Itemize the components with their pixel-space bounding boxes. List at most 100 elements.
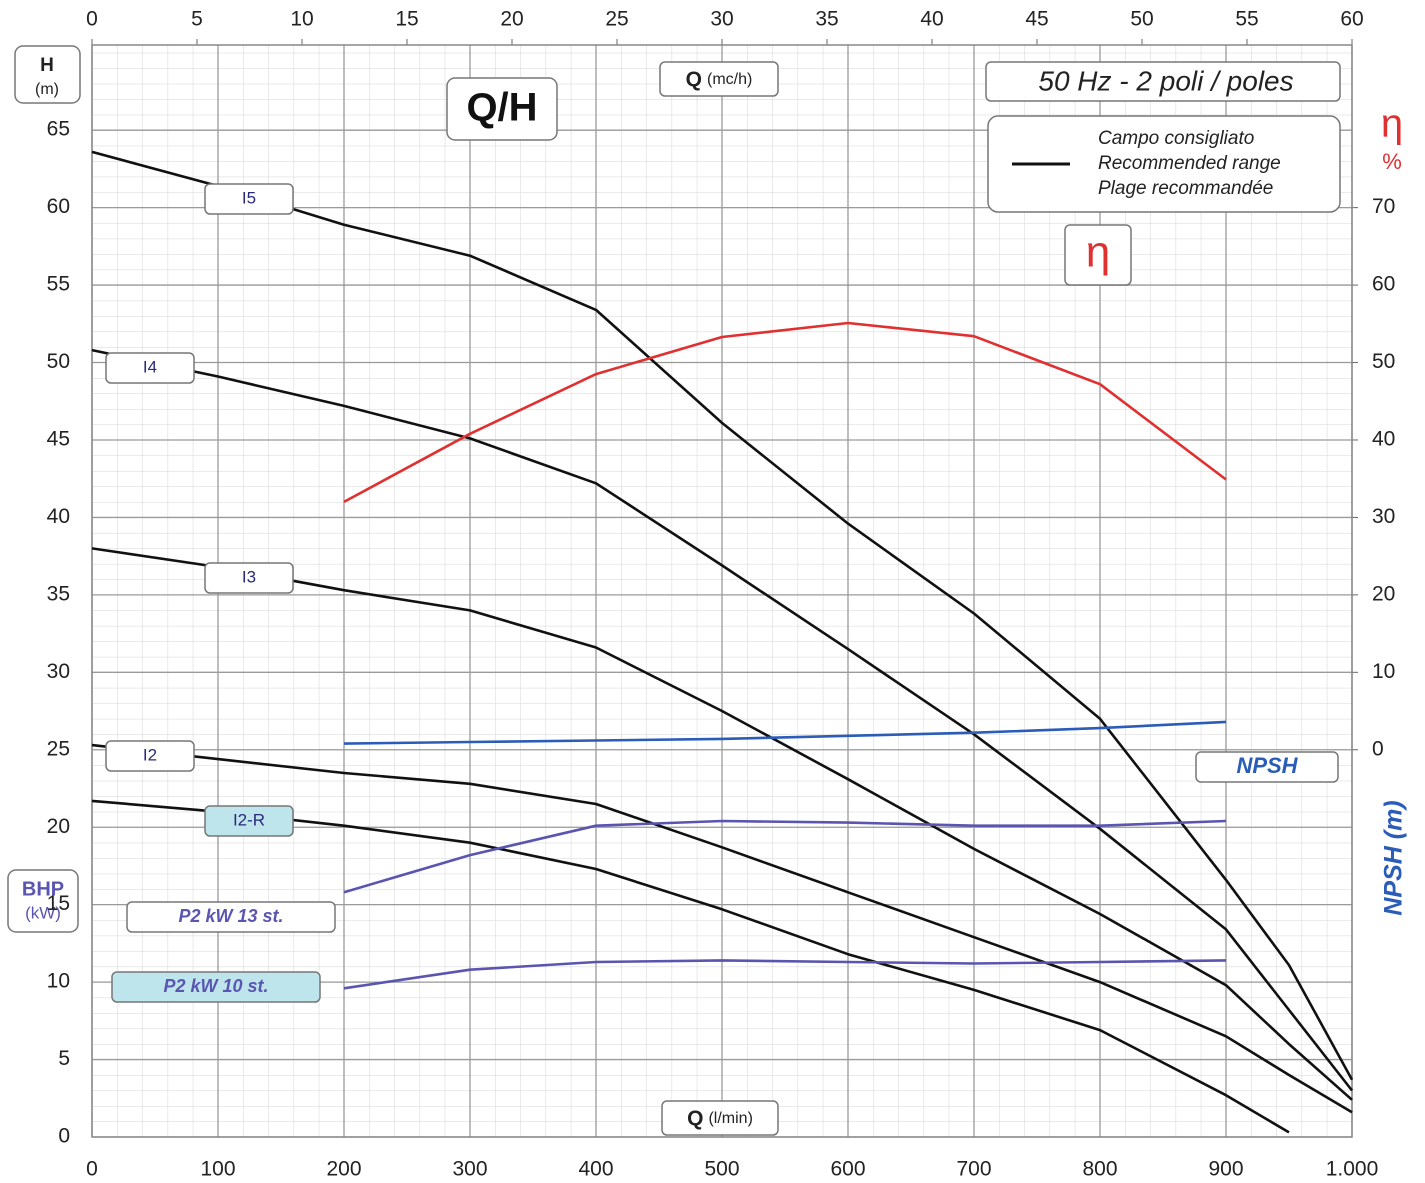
y-tick-label: 15 xyxy=(47,892,70,915)
series-label-box xyxy=(105,352,195,384)
y-tick-label: 25 xyxy=(47,737,70,760)
x2-label-text: Q xyxy=(686,68,702,91)
x-tick-label: 800 xyxy=(1082,1158,1117,1181)
chart-subtitle: 50 Hz - 2 poli / poles xyxy=(1038,65,1293,96)
y2-tick-label: 50 xyxy=(1372,350,1395,373)
series-label-box xyxy=(1195,751,1339,783)
series-line xyxy=(91,799,1290,1134)
y-tick-label: 45 xyxy=(47,428,70,451)
series-label: I4 xyxy=(143,357,157,376)
x-tick-label: 0 xyxy=(86,1158,98,1181)
plot-frame xyxy=(91,44,1353,1138)
y-label-unit: (m) xyxy=(35,81,59,98)
bhp-label-unit: (kW) xyxy=(25,903,61,922)
x-label-box xyxy=(661,1100,779,1136)
x2-tick-label: 20 xyxy=(500,8,523,31)
x2-tick-label: 45 xyxy=(1025,8,1048,31)
y2-label-unit: % xyxy=(1382,149,1402,174)
series-label: P2 kW 10 st. xyxy=(163,976,268,996)
series-line xyxy=(91,150,1354,1081)
y2-tick-label: 20 xyxy=(1372,582,1395,605)
y-tick-label: 50 xyxy=(47,350,70,373)
x2-tick-label: 35 xyxy=(815,8,838,31)
series-label-box xyxy=(105,740,195,772)
series-label: NPSH xyxy=(1236,753,1298,778)
series-label-box xyxy=(204,805,294,837)
series-line xyxy=(91,348,1354,1092)
legend-text: Campo consigliato xyxy=(1098,128,1254,149)
x2-tick-label: 0 xyxy=(86,8,98,31)
y-tick-label: 0 xyxy=(58,1125,70,1148)
series-line xyxy=(91,743,1353,1114)
x-tick-label: 1.000 xyxy=(1326,1158,1379,1181)
curves xyxy=(91,150,1354,1134)
subtitle-box xyxy=(985,61,1341,102)
x2-label-unit: (mc/h) xyxy=(707,71,752,88)
series-label-box xyxy=(111,971,321,1003)
series-label-box xyxy=(1064,224,1132,286)
x-tick-label: 900 xyxy=(1208,1158,1243,1181)
x2-tick-label: 55 xyxy=(1235,8,1258,31)
legend-text: Recommended range xyxy=(1098,153,1281,174)
x2-tick-label: 50 xyxy=(1130,8,1153,31)
series-label: P2 kW 13 st. xyxy=(178,906,283,926)
series-line xyxy=(343,720,1227,745)
y2-label: η xyxy=(1381,102,1403,146)
y-tick-label: 65 xyxy=(47,118,70,141)
y2-tick-label: 10 xyxy=(1372,660,1395,683)
series-label: I3 xyxy=(242,567,256,586)
chart-title: Q/H xyxy=(466,86,537,130)
legend-text: Plage recommandée xyxy=(1098,178,1273,199)
legend-box xyxy=(987,115,1341,213)
y-tick-label: 40 xyxy=(47,505,70,528)
y-tick-label: 60 xyxy=(47,195,70,218)
series-line xyxy=(343,321,1227,504)
x2-label: Q (mc/h) xyxy=(686,68,753,91)
y-tick-label: 10 xyxy=(47,970,70,993)
series-label: I2-R xyxy=(233,810,265,829)
series-label-box xyxy=(204,562,294,594)
x-tick-label: 700 xyxy=(956,1158,991,1181)
y-tick-label: 30 xyxy=(47,660,70,683)
x-tick-label: 600 xyxy=(830,1158,865,1181)
x2-tick-label: 5 xyxy=(191,8,203,31)
x-label-text: Q xyxy=(687,1107,703,1130)
x2-tick-label: 25 xyxy=(605,8,628,31)
x-tick-label: 400 xyxy=(578,1158,613,1181)
x-label: Q (l/min) xyxy=(687,1107,753,1130)
npsh-axis-label: NPSH (m) xyxy=(1380,800,1408,915)
y-label: H xyxy=(40,55,54,76)
x2-tick-label: 30 xyxy=(710,8,733,31)
x2-tick-label: 40 xyxy=(920,8,943,31)
x-tick-label: 200 xyxy=(326,1158,361,1181)
x2-tick-label: 15 xyxy=(395,8,418,31)
series-line xyxy=(343,819,1227,894)
series-line xyxy=(343,959,1227,990)
x-tick-label: 500 xyxy=(704,1158,739,1181)
y-tick-label: 20 xyxy=(47,815,70,838)
x2-tick-label: 60 xyxy=(1340,8,1363,31)
bhp-label: BHP xyxy=(22,878,64,900)
series-label: η xyxy=(1086,228,1110,277)
y2-tick-label: 40 xyxy=(1372,428,1395,451)
series-label: I2 xyxy=(143,745,157,764)
title-box xyxy=(446,77,558,141)
y-tick-label: 5 xyxy=(58,1047,70,1070)
y2-tick-label: 30 xyxy=(1372,505,1395,528)
series-labels: I5 I4 I3 I2 I2-R η NPSH P2 kW 13 st. P2 kW 10 st… xyxy=(105,183,1339,1003)
series-label: I5 xyxy=(242,188,256,207)
y2-tick-label: 60 xyxy=(1372,273,1395,296)
y-tick-label: 55 xyxy=(47,273,70,296)
series-line xyxy=(91,547,1353,1101)
x-label-unit: (l/min) xyxy=(708,1110,752,1127)
series-label-box xyxy=(204,183,294,215)
y2-tick-label: 70 xyxy=(1372,195,1395,218)
y2-tick-label: 0 xyxy=(1372,737,1384,760)
x-tick-label: 100 xyxy=(200,1158,235,1181)
bhp-label-box xyxy=(7,869,79,933)
x2-tick-label: 10 xyxy=(290,8,313,31)
y-label-box xyxy=(14,45,81,104)
x2-label-box xyxy=(659,61,779,97)
